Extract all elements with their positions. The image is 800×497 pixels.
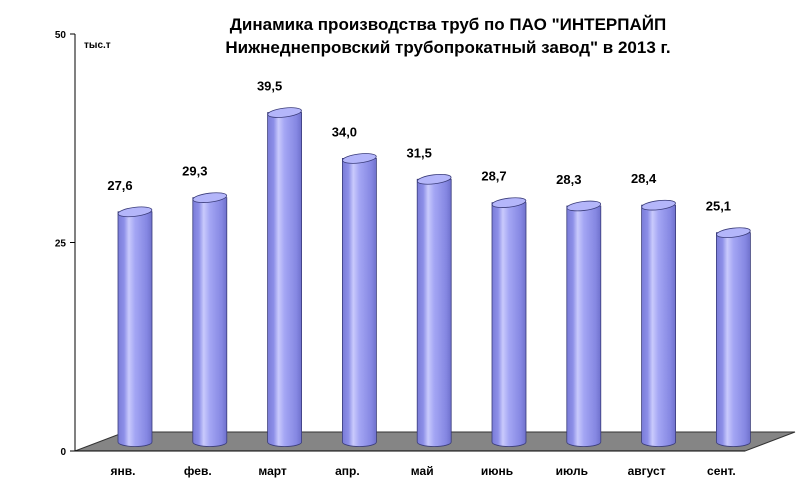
bar: [267, 107, 302, 447]
bar-top: [267, 107, 302, 118]
x-tick-label: май: [411, 464, 434, 478]
bar-body: [192, 197, 228, 447]
bar: [192, 192, 228, 447]
y-tick-label: 50: [55, 30, 67, 41]
y-tick-label: 0: [60, 447, 66, 458]
bar: [491, 197, 527, 447]
bar-top: [117, 206, 153, 218]
bar: [641, 199, 676, 447]
x-tick-label: июнь: [481, 464, 513, 478]
bar: [416, 173, 452, 447]
data-label: 28,4: [631, 171, 657, 186]
x-tick-label: апр.: [335, 464, 360, 478]
bar: [117, 206, 153, 447]
bar: [566, 200, 602, 447]
bar-top: [716, 227, 751, 238]
data-label: 34,0: [332, 124, 357, 139]
x-tick-label: сент.: [707, 464, 736, 478]
data-label: 27,6: [107, 178, 132, 193]
bar: [342, 153, 377, 447]
bar-body: [416, 178, 452, 447]
bar-body: [641, 204, 676, 447]
data-label: 31,5: [407, 145, 432, 160]
data-label: 25,1: [706, 199, 731, 214]
bar-body: [491, 202, 527, 447]
bar-top: [192, 192, 228, 203]
x-tick-label: июль: [556, 464, 588, 478]
bar-body: [342, 158, 377, 447]
y-tick-label: 25: [55, 239, 67, 250]
bar-body: [117, 211, 153, 447]
data-label: 28,7: [481, 169, 506, 184]
bar-top: [342, 153, 377, 164]
data-label: 28,3: [556, 172, 581, 187]
bar-top: [416, 173, 452, 185]
bar-body: [267, 112, 302, 447]
bar-top: [566, 200, 602, 212]
data-label: 39,5: [257, 79, 282, 94]
bar-top: [641, 199, 676, 211]
bar-top: [491, 197, 527, 208]
y-axis-unit-label: тыс.т: [84, 40, 111, 51]
chart-title: Динамика производства труб по ПАО "ИНТЕР…: [230, 15, 666, 34]
bar: [716, 227, 751, 447]
bar-body: [716, 232, 751, 447]
x-tick-label: янв.: [111, 464, 136, 478]
chart-subtitle: Нижнеднепровский трубопрокатный завод" в…: [225, 38, 670, 57]
data-label: 29,3: [182, 164, 207, 179]
x-tick-label: август: [628, 464, 666, 478]
x-tick-label: фев.: [184, 464, 212, 478]
x-tick-label: март: [258, 464, 287, 478]
bar-body: [566, 205, 602, 447]
